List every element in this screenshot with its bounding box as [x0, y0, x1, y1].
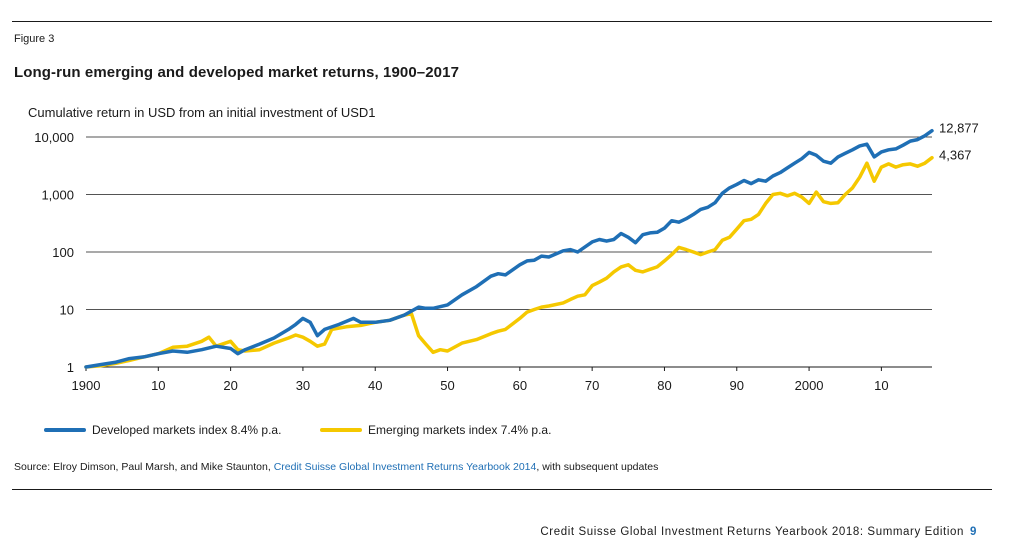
x-tick-label-11: 10	[874, 378, 888, 393]
x-tick-label-9: 90	[730, 378, 744, 393]
figure-label: Figure 3	[14, 33, 55, 45]
legend-swatch-emerging	[320, 428, 362, 432]
x-tick-label-5: 50	[440, 378, 454, 393]
y-tick-label-4: 10,000	[34, 130, 74, 145]
series-line-emerging	[84, 155, 934, 369]
x-tick-label-8: 80	[657, 378, 671, 393]
figure-title: Long-run emerging and developed market r…	[14, 64, 460, 81]
x-tick-label-10: 2000	[795, 378, 824, 393]
x-tick-label-0: 1900	[72, 378, 101, 393]
y-tick-label-2: 100	[52, 245, 74, 260]
y-axis-label: Cumulative return in USD from an initial…	[28, 105, 376, 120]
footer-text: Credit Suisse Global Investment Returns …	[540, 526, 964, 538]
x-tick-label-3: 30	[296, 378, 310, 393]
x-tick-label-4: 40	[368, 378, 382, 393]
legend-label-emerging: Emerging markets index 7.4% p.a.	[368, 423, 552, 437]
source-prefix: Source: Elroy Dimson, Paul Marsh, and Mi…	[14, 461, 274, 473]
legend-swatch-developed	[44, 428, 86, 432]
page-footer: Credit Suisse Global Investment Returns …	[540, 526, 977, 538]
y-tick-label-1: 10	[60, 303, 74, 318]
source-suffix: , with subsequent updates	[536, 461, 659, 473]
x-tick-label-6: 60	[513, 378, 527, 393]
y-tick-label-0: 1	[67, 360, 74, 375]
page-number: 9	[970, 526, 977, 538]
bottom-rule	[12, 489, 992, 490]
series-line-developed	[84, 128, 934, 369]
x-tick-label-1: 10	[151, 378, 165, 393]
top-rule	[12, 21, 992, 22]
legend-emerging: Emerging markets index 7.4% p.a.	[320, 423, 551, 437]
y-tick-label-3: 1,000	[41, 188, 74, 203]
legend-developed: Developed markets index 8.4% p.a.	[44, 423, 281, 437]
source-publication: Credit Suisse Global Investment Returns …	[273, 461, 537, 473]
x-tick-label-2: 20	[223, 378, 237, 393]
end-label-developed: 12,877	[939, 121, 979, 136]
end-label-emerging: 4,367	[939, 148, 972, 163]
legend-label-developed: Developed markets index 8.4% p.a.	[92, 423, 282, 437]
source-note: Source: Elroy Dimson, Paul Marsh, and Mi…	[14, 461, 658, 473]
x-tick-label-7: 70	[585, 378, 599, 393]
